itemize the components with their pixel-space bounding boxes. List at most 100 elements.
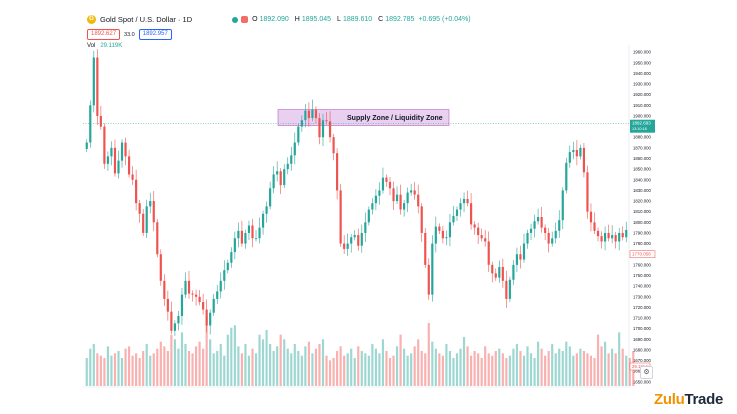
volume-bar: [462, 337, 466, 386]
brand-prefix: Zulu: [654, 391, 685, 408]
candle-body: [484, 238, 487, 242]
candle-body: [618, 232, 621, 242]
volume-bar: [159, 341, 162, 386]
volume-bar: [325, 355, 328, 386]
candle-body: [395, 194, 399, 202]
volume-bar: [455, 353, 459, 386]
volume-bar: [293, 344, 296, 386]
candle-body: [269, 188, 272, 207]
volume-bar: [286, 348, 289, 386]
candle-body: [417, 194, 420, 207]
candle-body: [459, 203, 462, 210]
volume-bar: [618, 332, 621, 386]
symbol-title[interactable]: Gold Spot / U.S. Dollar · 1D: [100, 15, 193, 24]
candle-body: [346, 243, 349, 249]
candle-body: [159, 254, 162, 281]
volume-bar: [353, 358, 356, 386]
close-label: C: [378, 16, 384, 23]
candle-body: [452, 215, 455, 223]
price-tick-label: 1870.000: [633, 145, 652, 150]
volume-bar: [336, 351, 339, 386]
price-tick-label: 1750.000: [633, 273, 652, 278]
candle-body: [113, 147, 117, 174]
volume-bar: [283, 339, 286, 386]
price-tick-label: 1860.000: [633, 156, 652, 161]
candle-body: [498, 266, 501, 278]
candle-body: [202, 302, 205, 310]
volume-bar: [194, 346, 198, 386]
candle-body: [554, 230, 557, 239]
volume-bar: [209, 339, 212, 386]
candle-body: [547, 232, 550, 244]
visibility-dot-icon[interactable]: [232, 16, 239, 23]
volume-bar: [424, 353, 427, 386]
volume-bar: [328, 360, 332, 386]
price-tick-label: 1790.000: [633, 230, 652, 235]
candle-body: [406, 192, 409, 204]
current-price-countdown: 13:10:18: [632, 127, 647, 131]
open-value: 1892.090: [259, 16, 289, 23]
volume-bar: [198, 341, 201, 386]
volume-bar: [120, 358, 124, 386]
volume-bar: [512, 348, 515, 386]
price-tick-label: 1960.000: [633, 50, 652, 55]
candle-body: [240, 230, 243, 244]
volume-bar: [575, 353, 578, 386]
volume-bar: [438, 353, 441, 386]
candle-body: [272, 174, 275, 189]
candle-body: [233, 238, 236, 253]
candle-body: [265, 206, 268, 214]
sell-price-button[interactable]: 1892.627: [87, 29, 121, 40]
candle-body: [558, 220, 561, 231]
candle-body: [194, 294, 198, 297]
volume-bar: [385, 351, 388, 386]
volume-bar: [233, 325, 236, 386]
candle-body: [325, 120, 328, 122]
volume-bar: [417, 339, 420, 386]
volume-bar: [568, 346, 571, 386]
marker-price-tag: [629, 250, 656, 258]
volume-bar: [145, 344, 148, 386]
volume-bar: [540, 348, 543, 386]
candle-body: [529, 228, 533, 233]
volume-bar: [138, 358, 141, 386]
indicator-settings-icon[interactable]: [241, 16, 249, 23]
volume-bar: [403, 348, 406, 386]
volume-bar: [202, 348, 205, 386]
candle-body: [135, 179, 138, 204]
candle-body: [187, 280, 191, 294]
volume-bar: [473, 351, 476, 386]
candle-body: [251, 225, 254, 239]
buy-price-button[interactable]: 1892.957: [138, 29, 172, 40]
candle-body: [219, 280, 222, 292]
volume-legend: Vol 29.119K: [87, 43, 122, 49]
volume-bar: [589, 355, 593, 386]
candle-body: [247, 225, 251, 233]
volume-bar: [191, 353, 194, 386]
candle-body: [589, 211, 593, 223]
volume-bar: [272, 351, 275, 386]
volume-bar: [314, 348, 318, 386]
volume-bar: [565, 341, 568, 386]
candle-body: [399, 194, 402, 210]
volume-bar: [117, 351, 120, 386]
candle-body: [261, 213, 265, 228]
candle-body: [152, 201, 155, 223]
volume-bar: [399, 334, 402, 386]
volume-bar: [625, 355, 628, 386]
candle-body: [477, 227, 480, 236]
candle-body: [230, 252, 233, 263]
candle-body: [568, 152, 571, 163]
candle-body: [441, 230, 444, 239]
candle-body: [360, 232, 363, 246]
settings-gear-icon[interactable]: ⚙: [640, 366, 653, 379]
candle-body: [205, 309, 208, 326]
candle-body: [237, 230, 240, 239]
volume-bar: [558, 348, 561, 386]
volume-bar: [491, 355, 494, 386]
volume-bar: [187, 351, 191, 386]
volume-bar: [487, 353, 490, 386]
candle-body: [470, 203, 473, 225]
candle-body: [142, 213, 145, 233]
